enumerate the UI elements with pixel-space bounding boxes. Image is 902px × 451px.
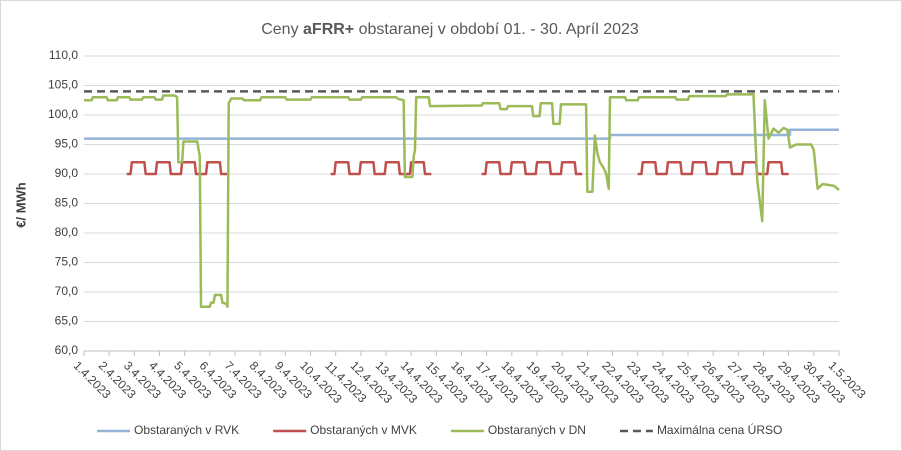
y-tick-label: 65,0: [55, 314, 79, 328]
chart-title: Ceny aFRR+ obstaranej v období 01. - 30.…: [261, 21, 639, 38]
y-tick-label: 75,0: [55, 255, 79, 269]
y-tick-label: 70,0: [55, 284, 79, 298]
y-tick-label: 95,0: [55, 137, 79, 151]
legend-label: Obstaraných v DN: [488, 423, 586, 437]
legend-label: Maximálna cena ÚRSO: [657, 422, 782, 437]
title-part: aFRR+: [303, 21, 354, 38]
series-line: [637, 160, 789, 176]
y-tick-label: 110,0: [49, 48, 78, 62]
legend-label: Obstaraných v MVK: [310, 423, 417, 437]
y-tick-label: 105,0: [48, 78, 78, 92]
title-part: Ceny: [261, 21, 303, 38]
y-tick-label: 85,0: [55, 196, 79, 210]
y-tick-label: 100,0: [48, 107, 78, 121]
y-tick-label: 90,0: [55, 166, 79, 180]
title-part: obstaranej v období 01. - 30. Apríl 2023: [354, 21, 639, 38]
y-axis-label: €/ MWh: [13, 182, 28, 228]
y-tick-label: 60,0: [55, 343, 79, 357]
legend-label: Obstaraných v RVK: [134, 423, 239, 437]
series-line: [126, 160, 228, 176]
series-line: [84, 92, 840, 308]
series-line: [84, 128, 839, 140]
series-line: [481, 160, 583, 176]
y-tick-label: 80,0: [55, 225, 79, 239]
